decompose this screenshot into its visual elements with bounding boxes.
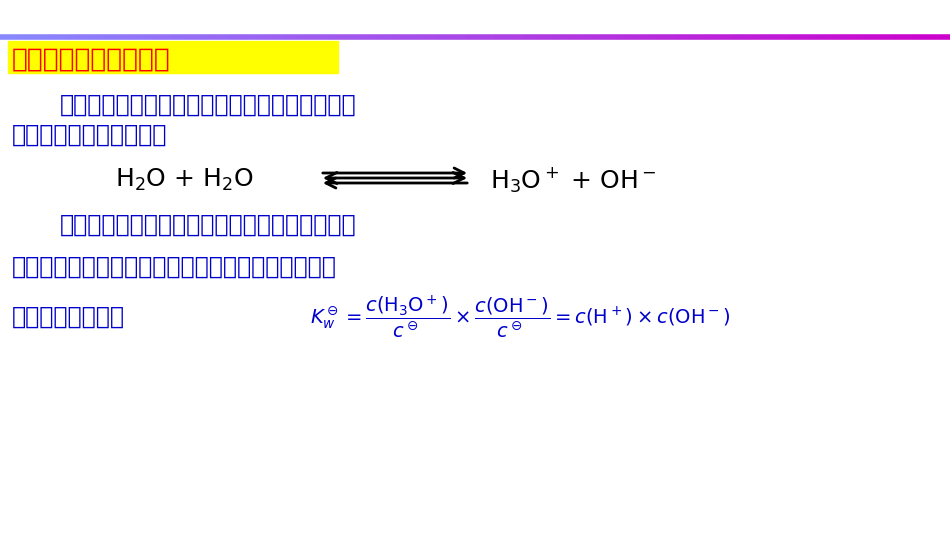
Text: 衡常数称为水的质子自递常数，也称为水的离子积常: 衡常数称为水的质子自递常数，也称为水的离子积常 <box>12 255 337 279</box>
Text: 又可以作为碱接受质子。: 又可以作为碱接受质子。 <box>12 123 167 147</box>
Text: 该反应称为水的质子自递反应，该反应的标准平: 该反应称为水的质子自递反应，该反应的标准平 <box>60 213 356 237</box>
Text: 数，其表达式为：: 数，其表达式为： <box>12 305 125 329</box>
Text: 水的解离平衡和离子积: 水的解离平衡和离子积 <box>12 47 171 73</box>
Text: H$_3$O$^+$ + OH$^-$: H$_3$O$^+$ + OH$^-$ <box>490 165 656 195</box>
Text: $K_w^\ominus = \dfrac{c(\mathrm{H_3O^+})}{c^\ominus} \times \dfrac{c(\mathrm{OH^: $K_w^\ominus = \dfrac{c(\mathrm{H_3O^+})… <box>310 293 731 341</box>
Text: 水作为最重要的溶剂，既可以作为酸给出质子，: 水作为最重要的溶剂，既可以作为酸给出质子， <box>60 93 356 117</box>
FancyBboxPatch shape <box>8 41 338 73</box>
Text: H$_2$O + H$_2$O: H$_2$O + H$_2$O <box>115 167 254 193</box>
